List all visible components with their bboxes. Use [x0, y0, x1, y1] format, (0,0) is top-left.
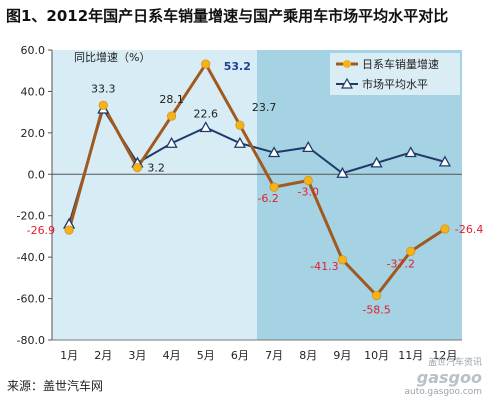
japanese-cars-point — [64, 225, 74, 235]
legend-marker-market-average — [340, 77, 354, 89]
japanese-cars-point — [235, 120, 245, 130]
series-lines — [67, 61, 446, 298]
market-average-point — [438, 155, 452, 167]
market-average-point — [165, 136, 178, 148]
x-tick-label: 9月 — [333, 349, 351, 362]
x-tick-label: 12月 — [432, 349, 457, 362]
series-line-market-average — [68, 106, 446, 225]
japanese-cars-data-label: -26.9 — [27, 224, 55, 237]
legend-marker-japanese-cars — [343, 60, 351, 68]
japanese-cars-point — [98, 100, 108, 110]
japanese-cars-point — [406, 246, 416, 256]
x-tick-label: 1月 — [60, 349, 78, 362]
japanese-cars-data-label: -41.3 — [310, 260, 338, 273]
legend-label-market-average: 市场平均水平 — [362, 77, 428, 91]
japanese-cars-data-label: 23.7 — [252, 101, 277, 114]
y-tick-label: -20.0 — [17, 210, 45, 223]
x-tick-label: 4月 — [163, 349, 181, 362]
x-tick-label: 6月 — [231, 349, 249, 362]
japanese-cars-point — [337, 255, 348, 265]
watermark-cn: 盖世汽车资讯 — [427, 358, 482, 368]
chart-title: 图1、2012年国产日系车销量增速与国产乘用车市场平均水平对比 — [6, 7, 449, 25]
band-h2 — [257, 50, 462, 340]
x-tick-label: 3月 — [128, 349, 146, 362]
market-average-data-label: 22.6 — [194, 107, 219, 120]
series-line-japanese-cars — [67, 61, 446, 298]
market-average-point — [302, 141, 315, 153]
y-tick-label: -60.0 — [17, 293, 45, 306]
japanese-cars-data-label: 28.1 — [159, 93, 184, 106]
market-average-point — [267, 146, 281, 158]
market-average-point — [233, 136, 247, 148]
x-tick-label: 11月 — [398, 349, 423, 362]
japanese-cars-data-label: -37.2 — [387, 257, 415, 270]
y-tick-label: -40.0 — [17, 251, 45, 264]
x-axis: 1月 2月 3月 4月 5月 6月 7月 8月 9月 10月 11月 12月 — [52, 173, 462, 362]
japanese-cars-data-label: 33.3 — [91, 82, 116, 95]
japanese-cars-point — [132, 163, 143, 173]
japanese-cars-data-label: 3.2 — [147, 162, 165, 175]
source-note: 来源：盖世汽车网 — [7, 379, 104, 393]
japanese-cars-data-label: -3.0 — [298, 186, 319, 199]
legend-label-japanese-cars: 日系车销量增速 — [362, 57, 439, 71]
y-tick-label: 20.0 — [21, 127, 46, 140]
watermark-brand: gasgoo — [416, 368, 482, 387]
y-tick-label: -80.0 — [17, 334, 45, 347]
y-axis-label: 同比增速（%） — [74, 50, 150, 64]
y-tick-label: 0.0 — [28, 168, 46, 181]
market-average-point — [404, 146, 417, 158]
japanese-cars-point — [166, 111, 177, 121]
japanese-cars-data-label: 53.2 — [224, 60, 251, 73]
x-tick-label: 10月 — [364, 349, 389, 362]
x-tick-label: 8月 — [299, 349, 317, 362]
market-average-point — [370, 156, 383, 168]
japanese-cars-point — [303, 175, 313, 186]
watermark-url: auto.gasgoo.com — [404, 387, 482, 397]
series-markers — [62, 59, 452, 301]
y-tick-label: 40.0 — [21, 85, 46, 98]
market-average-point — [336, 166, 349, 178]
y-tick-label: 60.0 — [21, 44, 46, 57]
background-bands — [52, 50, 462, 340]
japanese-cars-point — [371, 290, 382, 301]
japanese-cars-data-label: -6.2 — [257, 192, 278, 205]
japanese-cars-data-label: -26.4 — [455, 223, 483, 236]
japanese-cars-point — [201, 59, 211, 69]
watermark-logo: 盖世汽车资讯 gasgoo auto.gasgoo.com — [404, 355, 482, 397]
japanese-cars-point — [440, 224, 450, 234]
market-average-point — [199, 121, 212, 133]
data-labels: -26.9 33.3 3.2 28.1 53.2 23.7 -6.2 -3.0 -41.3 -58… — [27, 60, 484, 316]
x-tick-label: 2月 — [94, 349, 112, 362]
x-tick-label: 5月 — [197, 349, 215, 362]
x-tick-label: 7月 — [265, 349, 283, 362]
japanese-cars-data-label: -58.5 — [362, 303, 390, 316]
japanese-cars-point — [269, 182, 279, 192]
y-axis: 60.0 40.0 20.0 0.0 -20.0 -40.0 -60.0 -80.0 — [17, 44, 53, 347]
band-h1 — [52, 50, 257, 340]
